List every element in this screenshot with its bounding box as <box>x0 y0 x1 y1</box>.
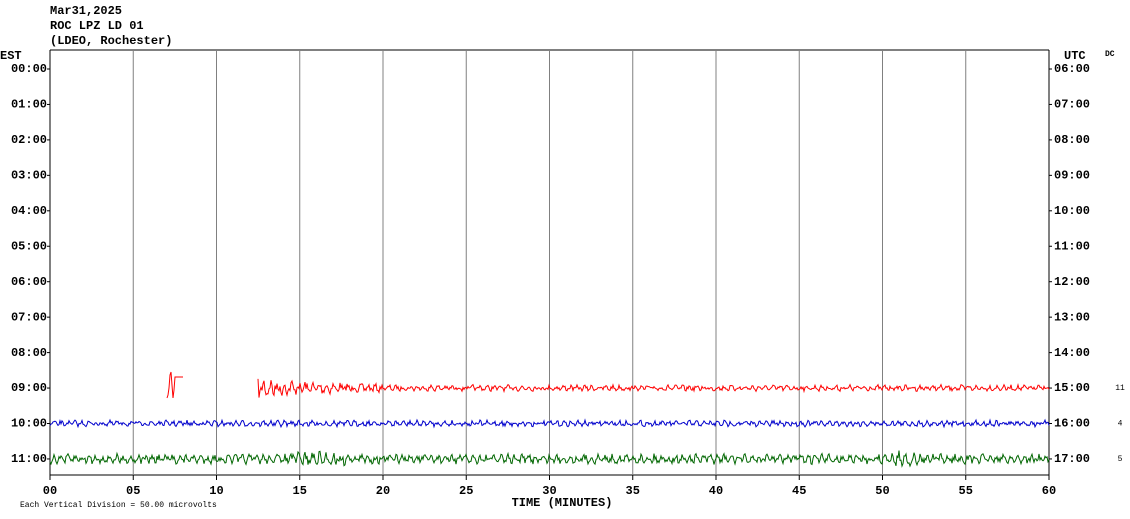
right-axis-label: UTC <box>1064 49 1086 63</box>
row-label-utc: 07:00 <box>1054 98 1090 112</box>
row-label: 00:00 <box>11 62 47 76</box>
row-label: 04:00 <box>11 204 47 218</box>
row-label: 11:00 <box>11 452 47 466</box>
x-tick-label: 20 <box>376 484 390 498</box>
row-label-utc: 10:00 <box>1054 204 1090 218</box>
event-count: 11 <box>1115 384 1125 393</box>
calibration-pulse <box>166 371 183 399</box>
x-tick-label: 25 <box>459 484 473 498</box>
title-line: ROC LPZ LD 01 <box>50 19 144 33</box>
x-axis-label: TIME (MINUTES) <box>512 496 613 510</box>
title-line: Mar31,2025 <box>50 4 122 18</box>
row-label-utc: 08:00 <box>1054 133 1090 147</box>
event-count: 4 <box>1118 420 1123 429</box>
row-label-utc: 12:00 <box>1054 275 1090 289</box>
row-label: 03:00 <box>11 169 47 183</box>
x-tick-label: 00 <box>43 484 57 498</box>
row-label: 02:00 <box>11 133 47 147</box>
corner-label: DC <box>1105 50 1115 59</box>
x-tick-label: 40 <box>709 484 723 498</box>
x-tick-label: 55 <box>959 484 973 498</box>
row-label-utc: 17:00 <box>1054 452 1090 466</box>
row-label: 07:00 <box>11 310 47 324</box>
row-label-utc: 09:00 <box>1054 169 1090 183</box>
x-tick-label: 35 <box>626 484 640 498</box>
row-label-utc: 14:00 <box>1054 346 1090 360</box>
left-axis-label: EST <box>0 49 22 63</box>
trace <box>257 378 1050 398</box>
trace <box>49 450 1050 468</box>
row-label: 01:00 <box>11 98 47 112</box>
trace <box>49 418 1050 429</box>
x-tick-label: 15 <box>293 484 307 498</box>
row-label: 09:00 <box>11 381 47 395</box>
x-tick-label: 50 <box>875 484 889 498</box>
row-label-utc: 15:00 <box>1054 381 1090 395</box>
row-label-utc: 11:00 <box>1054 239 1090 253</box>
x-tick-label: 60 <box>1042 484 1056 498</box>
row-label: 05:00 <box>11 239 47 253</box>
title-line: (LDEO, Rochester) <box>50 34 172 48</box>
row-label: 10:00 <box>11 417 47 431</box>
row-label-utc: 16:00 <box>1054 417 1090 431</box>
x-tick-label: 45 <box>792 484 806 498</box>
event-count: 5 <box>1118 455 1123 464</box>
row-label: 08:00 <box>11 346 47 360</box>
x-tick-label: 05 <box>126 484 140 498</box>
footer: Each Vertical Division = 50.00 microvolt… <box>20 501 217 510</box>
row-label: 06:00 <box>11 275 47 289</box>
row-label-utc: 06:00 <box>1054 62 1090 76</box>
row-label-utc: 13:00 <box>1054 310 1090 324</box>
x-tick-label: 30 <box>542 484 556 498</box>
x-tick-label: 10 <box>209 484 223 498</box>
